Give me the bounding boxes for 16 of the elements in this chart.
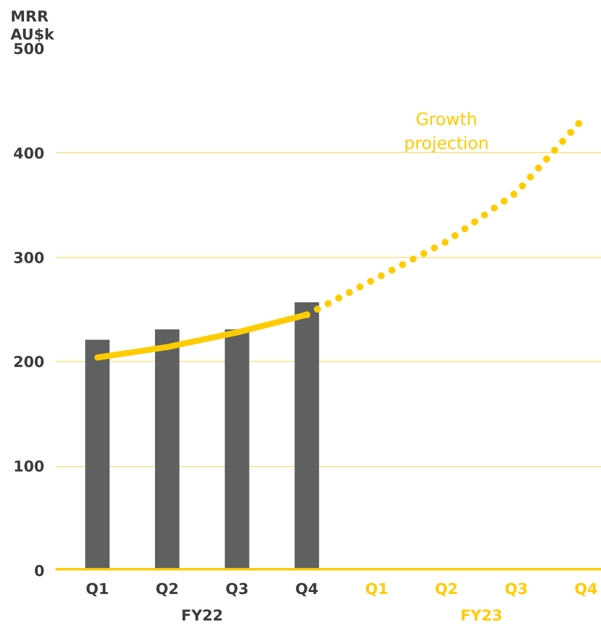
x-tick-label: Q1 <box>86 580 109 598</box>
x-tick-label: Q3 <box>504 580 528 598</box>
y-tick-label: 400 <box>13 144 44 162</box>
text: FY23 <box>460 606 502 624</box>
x-tick-label: Q2 <box>434 580 458 598</box>
x-tick-label: Q1 <box>365 580 388 598</box>
y-tick-label: 300 <box>13 248 44 267</box>
y-tick-label: 200 <box>13 353 44 372</box>
text: Growth projection <box>404 110 489 154</box>
x-tick-label: Q4 <box>295 580 318 598</box>
x-tick-label: Q4 <box>574 580 598 598</box>
y-tick-label: 100 <box>13 458 44 476</box>
x-tick-label: Q2 <box>156 580 179 598</box>
x-tick-label: Q3 <box>225 580 249 598</box>
text: FY22 <box>181 606 224 624</box>
y-tick-label: 0 <box>34 562 44 580</box>
